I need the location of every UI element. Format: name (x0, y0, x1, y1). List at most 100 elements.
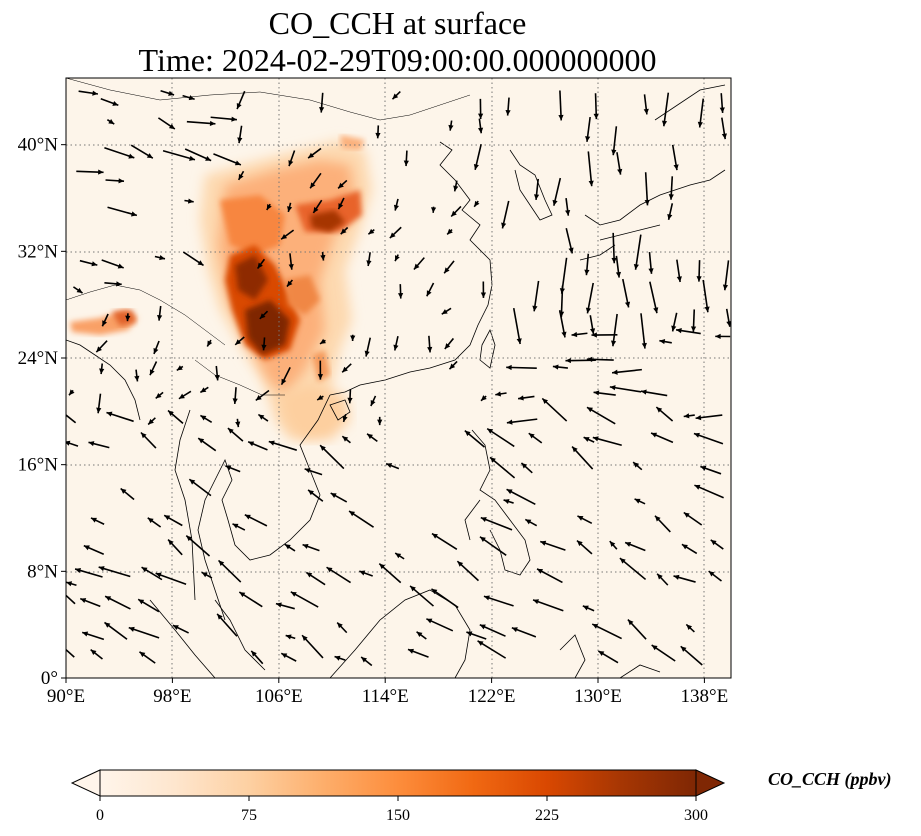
wind-arrow (609, 385, 642, 393)
wind-arrow (257, 413, 269, 422)
wind-arrow (261, 337, 267, 351)
wind-arrow (611, 368, 642, 375)
lat-tick-label: 40°N (18, 135, 59, 156)
wind-arrow (101, 313, 109, 327)
wind-arrow (234, 336, 245, 346)
wind-arrow (160, 90, 175, 96)
wind-arrow (582, 605, 595, 612)
map-background (66, 78, 731, 678)
wind-arrow (197, 437, 217, 452)
wind-arrow (178, 390, 192, 400)
lon-tick-label: 138°E (681, 686, 729, 707)
wind-arrow (330, 492, 348, 503)
lon-tick-label: 114°E (362, 686, 409, 707)
wind-arrow (140, 431, 157, 449)
wind-arrow (627, 618, 647, 640)
wind-arrow (237, 170, 245, 181)
wind-arrow (238, 591, 263, 608)
wind-arrow (565, 228, 574, 254)
wind-arrow (533, 178, 540, 200)
wind-arrow (700, 465, 722, 475)
wind-arrow (480, 395, 487, 402)
wind-arrow (147, 517, 162, 528)
wind-arrow (584, 253, 590, 276)
wind-arrow (552, 177, 562, 206)
wind-arrow (95, 340, 108, 353)
wind-arrow (377, 416, 383, 426)
wind-arrow (78, 90, 99, 96)
wind-arrow (517, 395, 535, 401)
wind-arrow (155, 391, 164, 400)
wind-arrow (147, 417, 156, 426)
wind-arrow (304, 468, 323, 476)
wind-arrow (334, 655, 346, 661)
wind-arrow (667, 203, 674, 221)
wind-arrow (201, 571, 213, 579)
wind-arrow (336, 621, 348, 634)
wind-arrow (360, 656, 373, 667)
wind-arrow (167, 539, 183, 556)
colorbar-label: CO_CCH (ppbv) (768, 769, 892, 789)
colorbar-extend-low (70, 769, 101, 797)
coastlines (66, 78, 726, 678)
wind-arrow (389, 226, 402, 239)
wind-arrow (409, 585, 434, 607)
wind-arrow (268, 440, 298, 451)
wind-arrow (104, 281, 122, 287)
lat-tick-label: 24°N (18, 348, 59, 369)
wind-arrow (250, 650, 264, 665)
gridlines (66, 78, 731, 678)
wind-arrow (443, 260, 455, 274)
wind-arrow (489, 456, 516, 479)
wind-arrow (477, 98, 484, 120)
wind-arrow (576, 539, 593, 555)
wind-arrow (182, 94, 195, 101)
wind-arrow (101, 259, 124, 269)
wind-arrow (216, 613, 238, 637)
wind-arrow (337, 197, 345, 210)
wind-arrow (619, 557, 647, 581)
wind-arrow (347, 389, 353, 404)
wind-arrow (671, 312, 678, 332)
wind-arrow (479, 624, 506, 637)
wind-arrow (134, 369, 140, 382)
wind-arrow (690, 309, 697, 332)
wind-arrow (633, 234, 642, 270)
wind-arrow (506, 364, 537, 371)
wind-arrow (511, 626, 537, 638)
co-concentration-field (70, 135, 372, 440)
wind-arrow (182, 251, 204, 267)
wind-arrow (643, 94, 649, 115)
wind-arrow (506, 488, 536, 506)
wind-arrow (722, 260, 730, 291)
wind-arrow (280, 367, 291, 386)
wind-arrow (342, 413, 348, 423)
wind-arrow (266, 203, 272, 211)
wind-arrow (591, 623, 622, 640)
wind-arrow (280, 229, 295, 240)
wind-arrow (83, 544, 105, 556)
wind-arrow (464, 430, 486, 448)
wind-arrow (107, 206, 138, 217)
wind-arrow (448, 120, 454, 131)
wind-arrow (444, 337, 455, 350)
wind-arrow (366, 433, 378, 443)
wind-arrow (591, 332, 618, 338)
wind-arrow (654, 515, 671, 533)
wind-arrow (552, 364, 568, 370)
wind-arrow (616, 152, 623, 175)
wind-arrow (319, 92, 325, 113)
wind-arrow (501, 200, 510, 229)
wind-arrow (375, 125, 381, 139)
wind-arrow (632, 461, 643, 471)
wind-arrow (715, 333, 731, 340)
wind-arrow (403, 150, 409, 167)
wind-arrow (536, 568, 563, 584)
wind-arrow (503, 499, 514, 505)
wind-arrow (644, 172, 650, 206)
wind-arrow (319, 444, 345, 470)
wind-arrow (79, 597, 101, 608)
wind-arrow (316, 394, 324, 401)
wind-arrow (721, 117, 727, 140)
